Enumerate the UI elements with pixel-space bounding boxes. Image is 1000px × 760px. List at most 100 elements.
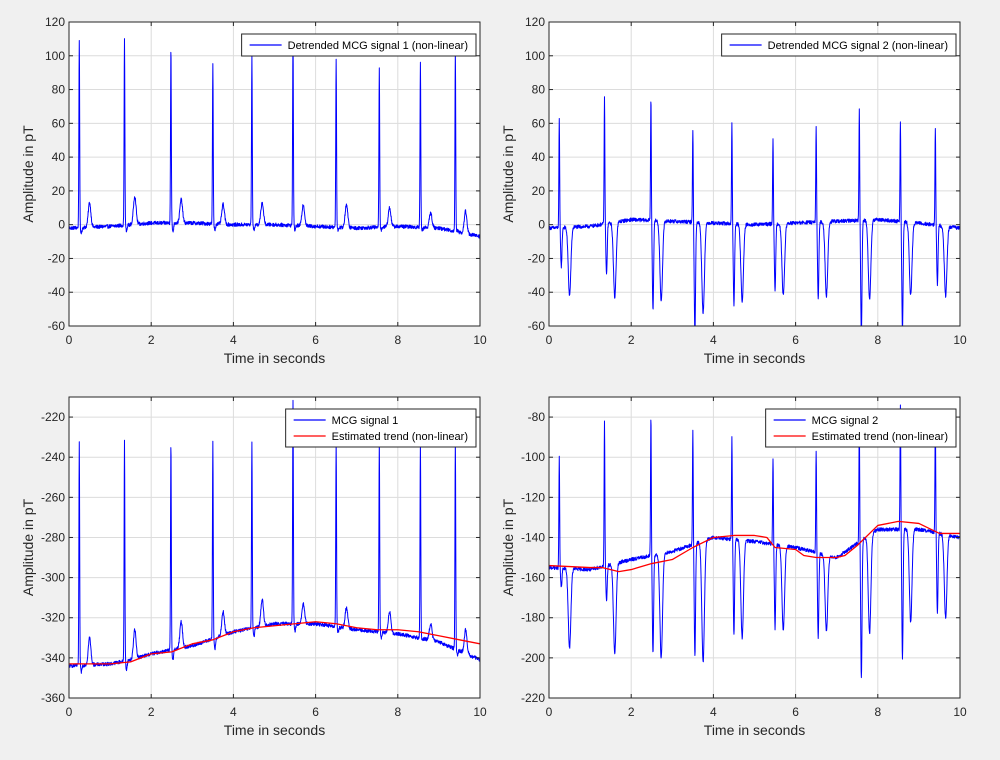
y-tick-label: -160 bbox=[521, 571, 545, 585]
y-tick-label: -220 bbox=[521, 691, 545, 705]
axes-box bbox=[548, 21, 961, 327]
y-tick-label: -360 bbox=[41, 691, 65, 705]
y-tick-label: -240 bbox=[41, 450, 65, 464]
panel-bottom-left: 0 2 4 6 8 10 -360 -340 -320 -300 -280 -260 -240 -220 T… bbox=[20, 396, 487, 738]
x-tick-label: 4 bbox=[710, 333, 717, 347]
y-tick-label: -320 bbox=[41, 611, 65, 625]
panel-top-left: 0 2 4 6 8 10 -60 -40 -20 0 20 40 60 80 100 120 Time in s… bbox=[20, 15, 487, 366]
y-tick-label: 60 bbox=[532, 116, 546, 130]
y-tick-label: 40 bbox=[52, 150, 66, 164]
series-line-1 bbox=[69, 35, 480, 239]
y-tick-label: -40 bbox=[528, 285, 546, 299]
x-tick-label: 0 bbox=[546, 333, 553, 347]
y-tick-label: -200 bbox=[521, 651, 545, 665]
x-axis-label: Time in seconds bbox=[224, 722, 325, 738]
legend-label: Estimated trend (non-linear) bbox=[332, 431, 468, 443]
y-tick-label: -340 bbox=[41, 651, 65, 665]
series-line-2 bbox=[69, 621, 480, 665]
x-axis-label: Time in seconds bbox=[704, 350, 805, 366]
x-tick-label: 6 bbox=[312, 705, 319, 719]
y-axis-label: Amplitude in pT bbox=[500, 498, 516, 596]
legend-box bbox=[765, 408, 957, 448]
y-tick-label: 120 bbox=[525, 15, 545, 29]
y-tick-label: -280 bbox=[41, 530, 65, 544]
y-tick-label: -60 bbox=[528, 319, 546, 333]
x-tick-label: 0 bbox=[546, 705, 553, 719]
x-tick-label: 8 bbox=[394, 705, 401, 719]
y-tick-label: 60 bbox=[52, 116, 66, 130]
y-tick-label: -40 bbox=[48, 285, 66, 299]
axes-box bbox=[68, 21, 481, 327]
x-tick-label: 4 bbox=[230, 333, 237, 347]
y-tick-label: -260 bbox=[41, 490, 65, 504]
x-tick-label: 4 bbox=[710, 705, 717, 719]
x-tick-label: 10 bbox=[473, 705, 487, 719]
y-tick-label: 80 bbox=[532, 83, 546, 97]
y-tick-label: 40 bbox=[532, 150, 546, 164]
series-group bbox=[69, 399, 480, 674]
x-tick-label: 10 bbox=[953, 705, 967, 719]
y-tick-label: -80 bbox=[528, 410, 546, 424]
x-axis-label: Time in seconds bbox=[224, 350, 325, 366]
axes-box bbox=[68, 396, 481, 699]
series-line-2 bbox=[549, 520, 960, 573]
series-group bbox=[549, 404, 960, 679]
panel-bottom-right: 0 2 4 6 8 10 -220 -200 -180 -160 -140 -120 -100 -80 Ti… bbox=[500, 396, 967, 738]
x-tick-label: 4 bbox=[230, 705, 237, 719]
x-tick-label: 8 bbox=[394, 333, 401, 347]
y-axis-label: Amplitude in pT bbox=[20, 498, 36, 596]
series-line-1 bbox=[549, 404, 960, 679]
legend-label: Estimated trend (non-linear) bbox=[812, 431, 948, 443]
x-tick-label: 10 bbox=[473, 333, 487, 347]
legend-box bbox=[285, 408, 477, 448]
y-tick-label: -300 bbox=[41, 571, 65, 585]
x-axis-label: Time in seconds bbox=[704, 722, 805, 738]
legend: MCG signal 2 Estimated trend (non-linear) bbox=[765, 408, 957, 448]
x-tick-label: 2 bbox=[628, 705, 635, 719]
legend-label: Detrended MCG signal 1 (non-linear) bbox=[288, 40, 468, 52]
y-axis-label: Amplitude in pT bbox=[500, 125, 516, 223]
y-tick-label: 100 bbox=[525, 49, 545, 63]
series-line-1 bbox=[549, 96, 960, 326]
x-tick-label: 6 bbox=[792, 333, 799, 347]
y-tick-label: -140 bbox=[521, 530, 545, 544]
plot-area bbox=[69, 22, 480, 326]
y-tick-label: 0 bbox=[538, 218, 545, 232]
x-tick-label: 10 bbox=[953, 333, 967, 347]
x-tick-label: 8 bbox=[874, 333, 881, 347]
y-tick-label: -220 bbox=[41, 410, 65, 424]
series-line-1 bbox=[69, 399, 480, 674]
legend-label: MCG signal 2 bbox=[812, 415, 879, 427]
x-tick-label: 2 bbox=[628, 333, 635, 347]
x-tick-label: 2 bbox=[148, 333, 155, 347]
y-tick-label: 100 bbox=[45, 49, 65, 63]
x-tick-label: 8 bbox=[874, 705, 881, 719]
panel-top-right: 0 2 4 6 8 10 -60 -40 -20 0 20 40 60 80 100 120 Time in s… bbox=[500, 15, 967, 366]
y-tick-label: -20 bbox=[528, 251, 546, 265]
y-tick-label: -100 bbox=[521, 450, 545, 464]
y-tick-label: -60 bbox=[48, 319, 66, 333]
x-tick-label: 6 bbox=[312, 333, 319, 347]
x-tick-label: 0 bbox=[66, 333, 73, 347]
y-axis-label: Amplitude in pT bbox=[20, 125, 36, 223]
series-group bbox=[69, 35, 480, 239]
y-tick-label: 20 bbox=[532, 184, 546, 198]
y-tick-label: 0 bbox=[58, 218, 65, 232]
y-tick-label: 80 bbox=[52, 83, 66, 97]
axes-box bbox=[548, 396, 961, 699]
y-tick-label: 120 bbox=[45, 15, 65, 29]
y-tick-label: -20 bbox=[48, 251, 66, 265]
legend: MCG signal 1 Estimated trend (non-linear) bbox=[285, 408, 477, 448]
legend-box bbox=[241, 33, 477, 57]
series-group bbox=[549, 96, 960, 326]
legend: Detrended MCG signal 1 (non-linear) bbox=[241, 33, 477, 57]
plot-area bbox=[549, 22, 960, 326]
legend: Detrended MCG signal 2 (non-linear) bbox=[721, 33, 957, 57]
y-tick-label: -180 bbox=[521, 611, 545, 625]
y-tick-label: 20 bbox=[52, 184, 66, 198]
x-tick-label: 0 bbox=[66, 705, 73, 719]
y-tick-label: -120 bbox=[521, 490, 545, 504]
x-tick-label: 2 bbox=[148, 705, 155, 719]
x-tick-label: 6 bbox=[792, 705, 799, 719]
